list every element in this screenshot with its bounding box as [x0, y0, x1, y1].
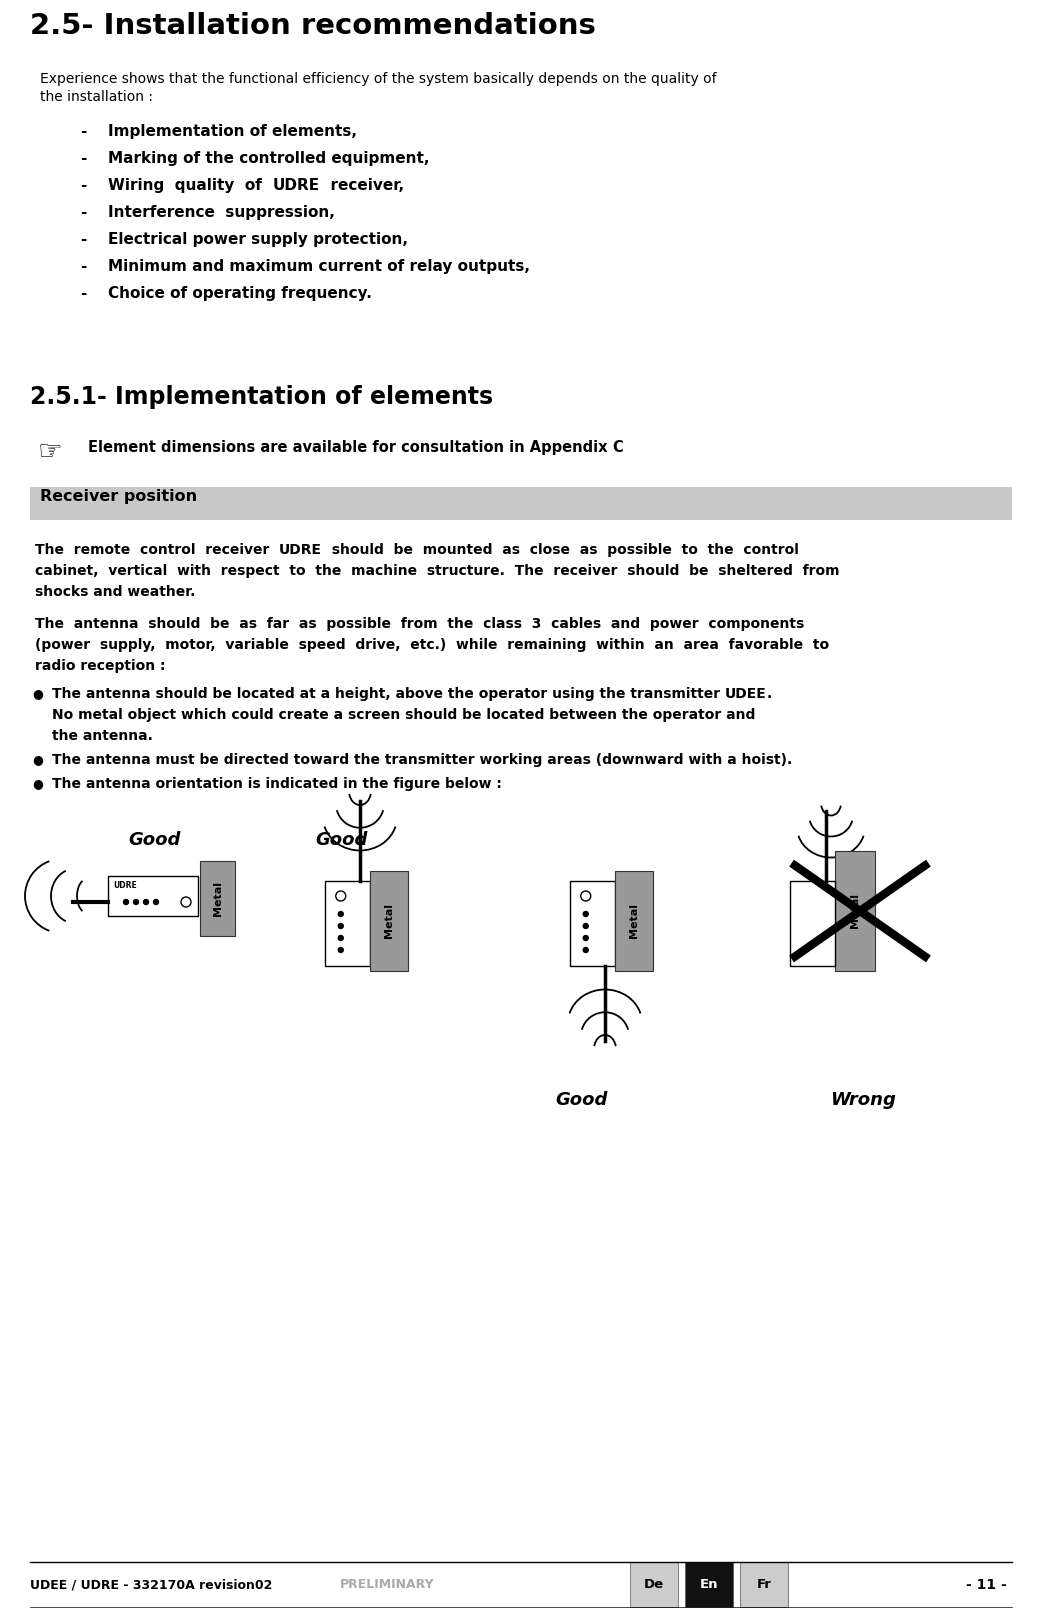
Text: ☞: ☞ [38, 438, 63, 466]
Text: PRELIMINARY: PRELIMINARY [340, 1578, 435, 1591]
Text: Good: Good [128, 831, 180, 849]
Text: receiver,: receiver, [320, 178, 403, 192]
Bar [325, 881, 370, 965]
Text: UDEE: UDEE [725, 687, 767, 702]
Circle shape [133, 899, 139, 904]
Text: Choice of operating frequency.: Choice of operating frequency. [108, 286, 372, 301]
Text: The  antenna  should  be  as  far  as  possible  from  the  class  3  cables  an: The antenna should be as far as possible… [35, 618, 804, 631]
Text: ●: ● [32, 778, 43, 791]
Text: -: - [80, 231, 86, 247]
Text: ●: ● [32, 754, 43, 766]
Text: -: - [80, 259, 86, 273]
Text: 2.5.1- Implementation of elements: 2.5.1- Implementation of elements [30, 385, 493, 409]
Bar [30, 487, 1012, 521]
Text: Wrong: Wrong [830, 1091, 896, 1109]
Text: C: C [613, 440, 623, 454]
Circle shape [339, 948, 343, 952]
Text: Metal: Metal [850, 894, 860, 928]
Text: (power  supply,  motor,  variable  speed  drive,  etc.)  while  remaining  withi: (power supply, motor, variable speed dri… [35, 639, 829, 652]
Text: -: - [80, 150, 86, 167]
Text: The antenna orientation is indicated in the figure below :: The antenna orientation is indicated in … [52, 778, 502, 791]
Bar [615, 872, 653, 970]
Bar [570, 881, 615, 965]
Text: .: . [767, 687, 772, 702]
Text: The  remote  control  receiver: The remote control receiver [35, 543, 279, 556]
Text: UDRE: UDRE [272, 178, 320, 192]
Text: Implementation of elements,: Implementation of elements, [108, 125, 357, 139]
Text: shocks and weather.: shocks and weather. [35, 585, 196, 598]
Text: - 11 -: - 11 - [966, 1578, 1007, 1591]
Text: Electrical power supply protection,: Electrical power supply protection, [108, 231, 408, 247]
Circle shape [339, 912, 343, 917]
Text: De: De [644, 1578, 664, 1591]
Text: Good: Good [555, 1091, 607, 1109]
Bar [790, 881, 835, 965]
Text: Minimum and maximum current of relay outputs,: Minimum and maximum current of relay out… [108, 259, 530, 273]
Bar [685, 1562, 733, 1607]
Text: En: En [700, 1578, 718, 1591]
Text: should  be  mounted  as  close  as  possible  to  the  control: should be mounted as close as possible t… [322, 543, 799, 556]
Bar [370, 872, 408, 970]
Circle shape [124, 899, 128, 904]
Text: The antenna should be located at a height, above the operator using the transmit: The antenna should be located at a heigh… [52, 687, 725, 702]
Bar [740, 1562, 788, 1607]
Text: -: - [80, 205, 86, 220]
Circle shape [584, 923, 589, 928]
Text: the antenna.: the antenna. [52, 729, 153, 742]
Text: radio reception :: radio reception : [35, 660, 166, 673]
Text: Receiver position: Receiver position [40, 488, 197, 505]
Text: -: - [80, 178, 86, 192]
Circle shape [339, 923, 343, 928]
Circle shape [584, 936, 589, 941]
Text: 2.5- Installation recommendations: 2.5- Installation recommendations [30, 11, 596, 40]
Circle shape [339, 936, 343, 941]
Circle shape [584, 948, 589, 952]
Text: Good: Good [315, 831, 368, 849]
Bar [630, 1562, 678, 1607]
Circle shape [153, 899, 158, 904]
Text: -: - [80, 286, 86, 301]
Text: Metal: Metal [629, 904, 639, 938]
Text: Fr: Fr [756, 1578, 771, 1591]
Text: Wiring  quality  of: Wiring quality of [108, 178, 272, 192]
Bar [108, 876, 198, 915]
Text: Element dimensions are available for consultation in Appendix: Element dimensions are available for con… [88, 440, 613, 454]
Text: the installation :: the installation : [40, 91, 153, 103]
Circle shape [144, 899, 149, 904]
Text: Interference  suppression,: Interference suppression, [108, 205, 334, 220]
Text: Metal: Metal [384, 904, 394, 938]
Text: Experience shows that the functional efficiency of the system basically depends : Experience shows that the functional eff… [40, 73, 717, 86]
Text: Marking of the controlled equipment,: Marking of the controlled equipment, [108, 150, 429, 167]
Bar [200, 860, 235, 936]
Text: ●: ● [32, 687, 43, 700]
Circle shape [584, 912, 589, 917]
Text: No metal object which could create a screen should be located between the operat: No metal object which could create a scr… [52, 708, 755, 723]
Text: UDEE / UDRE - 332170A revision02: UDEE / UDRE - 332170A revision02 [30, 1578, 272, 1591]
Text: Metal: Metal [213, 881, 223, 915]
Text: UDRE: UDRE [113, 881, 137, 889]
Bar [835, 851, 875, 970]
Text: cabinet,  vertical  with  respect  to  the  machine  structure.  The  receiver  : cabinet, vertical with respect to the ma… [35, 564, 840, 577]
Text: The antenna must be directed toward the transmitter working areas (downward with: The antenna must be directed toward the … [52, 754, 792, 766]
Text: UDRE: UDRE [279, 543, 322, 556]
Text: -: - [80, 125, 86, 139]
